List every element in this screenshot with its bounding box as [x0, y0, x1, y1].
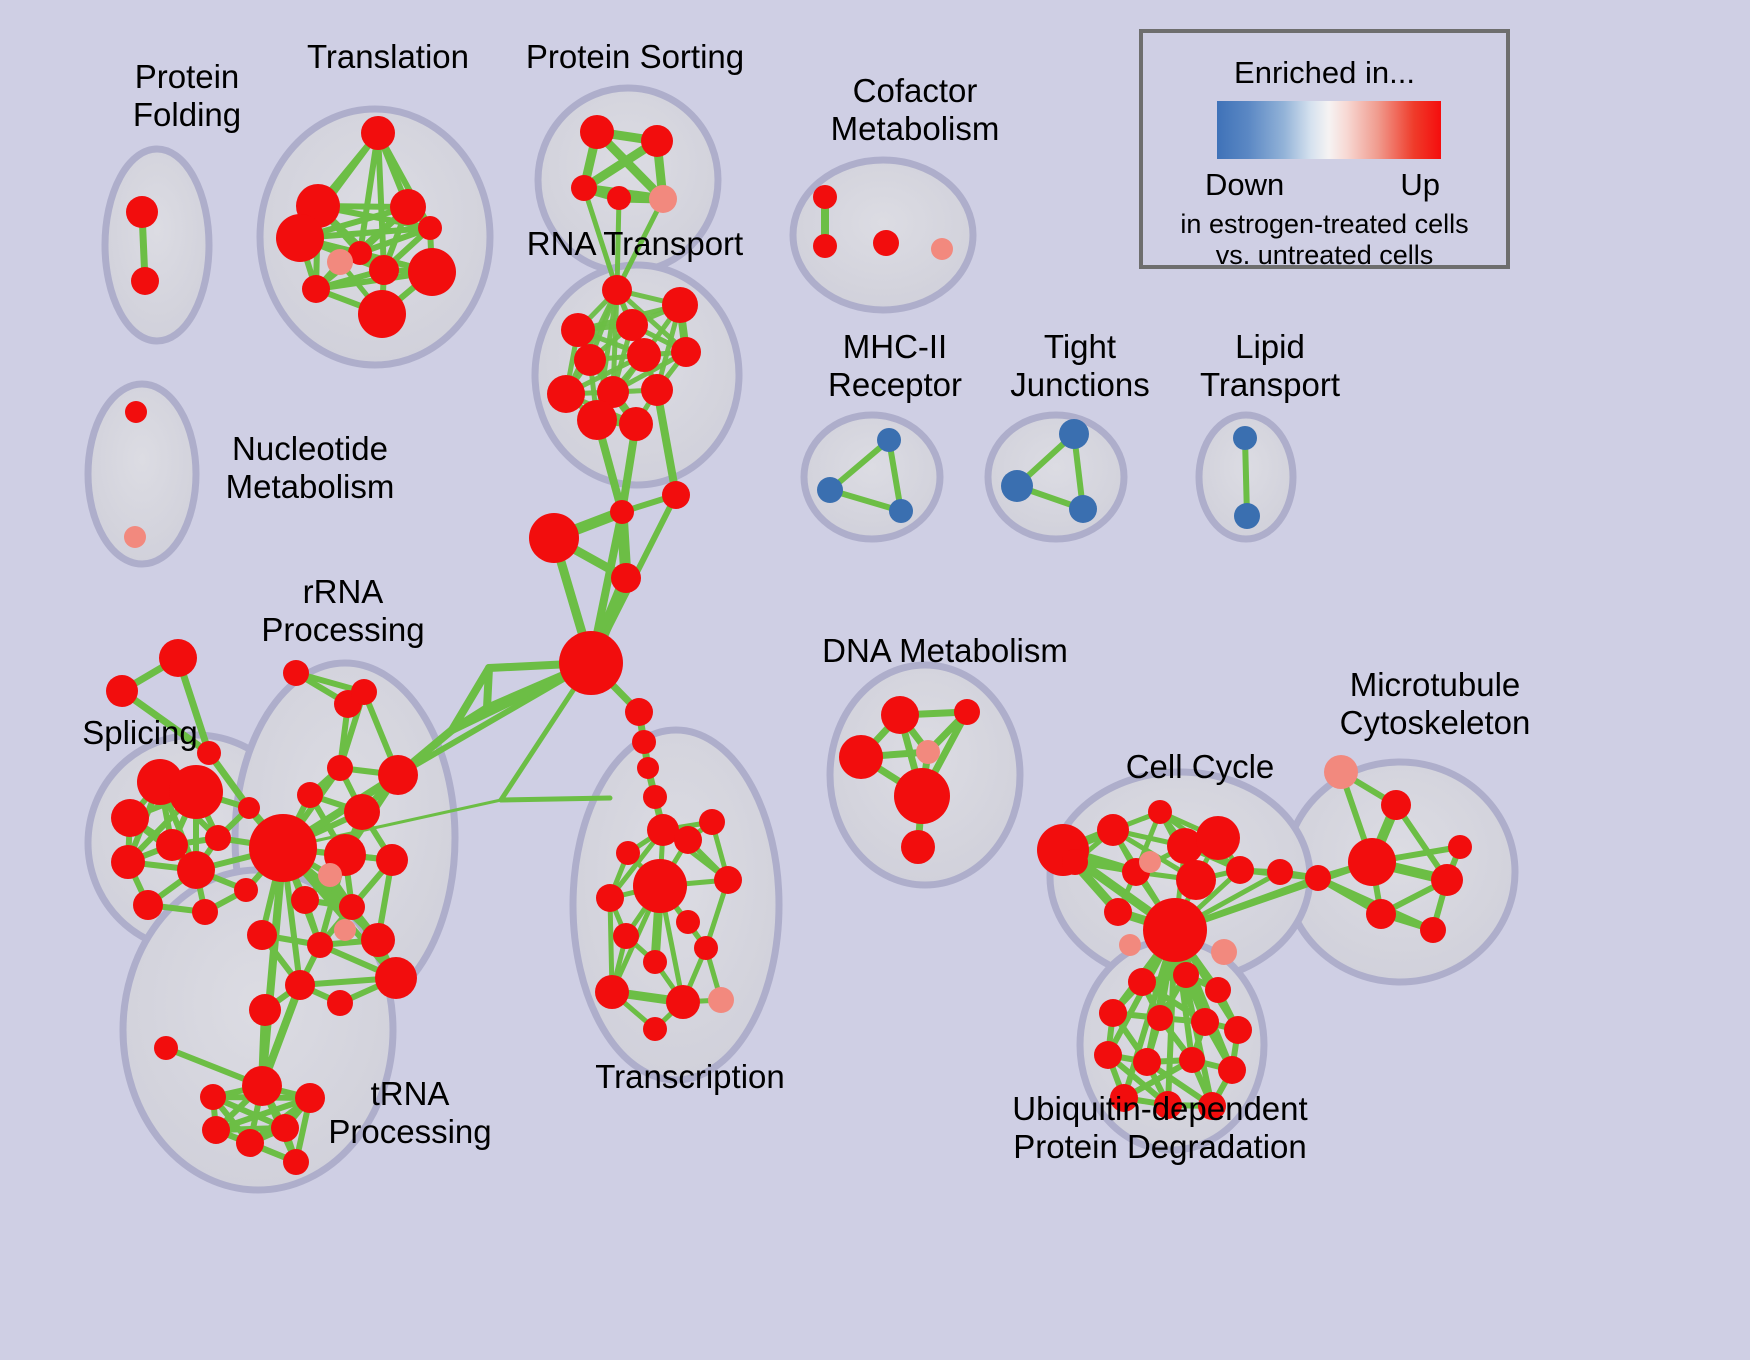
- node-group-transcription: [595, 698, 742, 1041]
- node-pale: [1324, 755, 1358, 789]
- legend-subtitle-line1: in estrogen-treated cells: [1180, 209, 1469, 239]
- node-pale: [931, 238, 953, 260]
- legend-up-label: Up: [1400, 167, 1440, 202]
- hull-protein-folding: [101, 145, 213, 345]
- network-nodes: [106, 115, 1472, 1175]
- node-group-rna-transport: [547, 275, 701, 441]
- node-group-protein-sorting: [571, 115, 673, 210]
- node-group-cell-cycle: [1037, 800, 1293, 962]
- node-group-microtubule: [1305, 790, 1472, 943]
- node-group-spine: [529, 481, 690, 695]
- color-scale-bar: [1217, 101, 1441, 159]
- node-pale: [1211, 939, 1237, 965]
- node-pale: [334, 919, 356, 941]
- node-pale: [318, 863, 342, 887]
- legend-box: Enriched in... Down Up in estrogen-treat…: [1139, 29, 1510, 270]
- node-pale: [327, 249, 353, 275]
- node-group-protein-folding: [126, 196, 159, 295]
- node-group-translation: [276, 116, 456, 338]
- node-pale: [1119, 934, 1141, 956]
- node-pale: [649, 185, 677, 213]
- node-pale: [1139, 851, 1161, 873]
- node-group-ubiquitin: [1094, 962, 1252, 1120]
- hull-nucleotide: [84, 380, 200, 568]
- node-group-cofactor: [813, 185, 899, 258]
- hull-protein-sorting: [534, 84, 722, 276]
- legend-title: Enriched in...: [1234, 55, 1415, 90]
- node-pale: [916, 740, 940, 764]
- node-pale: [708, 987, 734, 1013]
- node-group-tight-junctions: [1001, 419, 1097, 523]
- node-group-lipid-transport: [1233, 426, 1260, 529]
- legend-subtitle-line2: vs. untreated cells: [1215, 240, 1434, 270]
- node-up: [125, 401, 147, 423]
- hull-rna-transport: [531, 261, 743, 489]
- node-group-mhcii: [817, 428, 913, 523]
- legend-down-label: Down: [1205, 167, 1285, 202]
- hull-mhcii: [800, 411, 944, 543]
- node-group-rrna-processing: [247, 660, 418, 1026]
- node-pale: [124, 526, 146, 548]
- node-group-trna-processing: [154, 1036, 325, 1175]
- node-group-dna-metabolism: [839, 696, 980, 864]
- node-group-splicing: [106, 639, 260, 925]
